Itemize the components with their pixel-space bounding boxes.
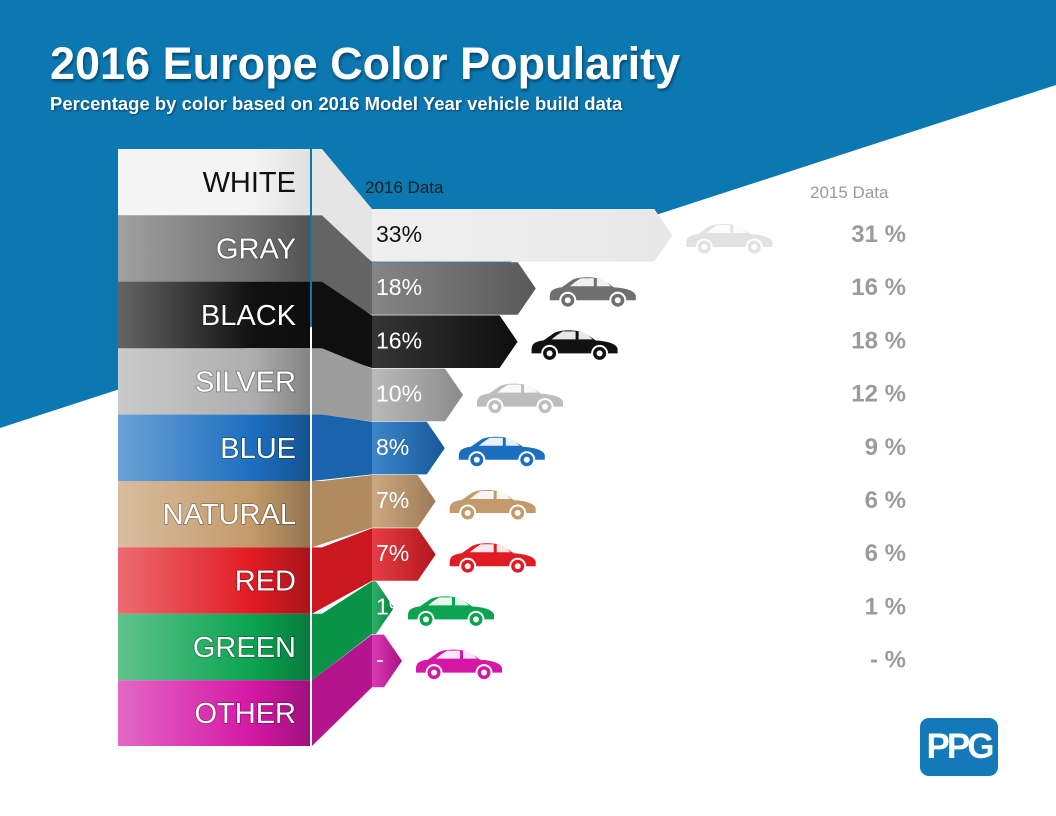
band-natural <box>118 481 310 548</box>
band-other <box>118 680 310 746</box>
bar-2016-green <box>372 581 394 634</box>
fold-silver <box>312 348 372 422</box>
bar-2016-black <box>372 315 518 368</box>
ppg-logo-text: PPG <box>926 727 995 766</box>
chart-subtitle: Percentage by color based on 2016 Model … <box>50 93 623 114</box>
category-label-silver: SILVER <box>195 366 296 398</box>
value-2015-green: 1 % <box>865 593 906 620</box>
car-icon-gray <box>549 277 636 309</box>
category-label-blue: BLUE <box>220 433 296 465</box>
value-2016-other: - <box>376 647 384 673</box>
category-label-natural: NATURAL <box>163 499 296 531</box>
category-label-green: GREEN <box>193 632 296 664</box>
car-icon-black <box>531 330 618 362</box>
band-white <box>118 149 310 216</box>
bar-2016-gray <box>372 262 536 315</box>
car-icon-silver <box>477 383 563 416</box>
value-2015-white: 31 % <box>851 221 906 248</box>
value-2016-red: 7% <box>376 540 409 566</box>
value-2016-blue: 8% <box>376 434 409 460</box>
car-icon-green <box>408 596 494 628</box>
band-blue <box>118 414 310 481</box>
value-2015-blue: 9 % <box>865 434 906 461</box>
category-label-black: BLACK <box>201 300 297 332</box>
bar-2016-natural <box>372 475 436 528</box>
fold-white <box>312 149 372 262</box>
legend-2016: 2016 Data <box>365 178 444 197</box>
value-2016-green: 1% <box>376 593 409 619</box>
bar-2016-white <box>372 209 673 262</box>
value-2015-red: 6 % <box>865 540 906 567</box>
category-label-white: WHITE <box>203 167 296 199</box>
band-red <box>118 547 310 614</box>
bar-2016-silver <box>372 368 463 422</box>
value-2015-black: 18 % <box>851 327 906 354</box>
fold-green <box>312 581 372 681</box>
bar-2016-other <box>372 634 402 688</box>
value-2015-silver: 12 % <box>851 381 906 408</box>
car-icon-other <box>416 649 502 682</box>
fold-red <box>312 528 372 614</box>
band-black <box>118 281 310 349</box>
fold-blue <box>312 414 372 481</box>
band-green <box>118 613 310 681</box>
car-icon-white <box>686 224 773 256</box>
band-gray <box>118 215 310 282</box>
fold-black <box>312 281 372 368</box>
value-2016-white: 33% <box>376 221 422 247</box>
fold-natural <box>312 475 372 548</box>
category-label-other: OTHER <box>195 698 297 730</box>
value-2016-silver: 10% <box>376 381 422 407</box>
category-label-red: RED <box>235 566 296 598</box>
ppg-logo: PPG <box>920 718 998 776</box>
chart-title: 2016 Europe Color Popularity <box>50 38 681 89</box>
bar-2016-blue <box>372 421 445 475</box>
value-2016-black: 16% <box>376 327 422 353</box>
value-2015-natural: 6 % <box>865 487 906 514</box>
value-2015-gray: 16 % <box>851 274 906 301</box>
value-2016-natural: 7% <box>376 487 409 513</box>
value-2015-other: - % <box>870 647 906 674</box>
car-icon-blue <box>458 436 545 469</box>
legend-2015: 2015 Data <box>810 183 889 202</box>
bar-2016-red <box>372 528 436 581</box>
value-2016-gray: 18% <box>376 274 422 300</box>
car-icon-natural <box>449 490 536 522</box>
category-label-gray: GRAY <box>216 234 296 266</box>
fold-other <box>312 634 372 746</box>
car-icon-red <box>449 543 536 575</box>
band-silver <box>118 348 310 415</box>
